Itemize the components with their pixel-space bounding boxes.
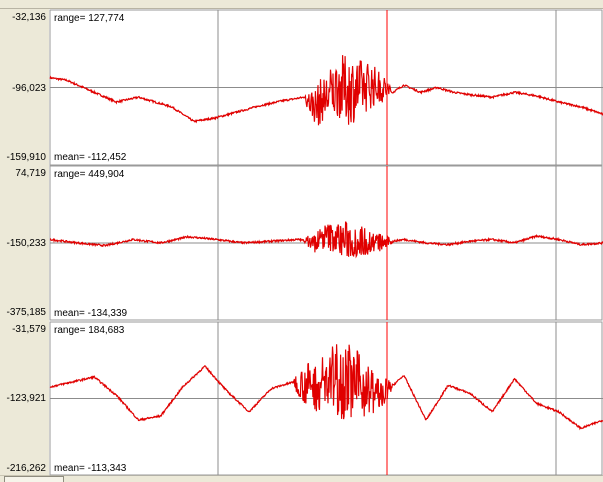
top-toolbar-edge: [0, 0, 603, 9]
panel-3-range-label: range= 184,683: [54, 325, 125, 336]
panel-2-y-tick-top: 74,719: [15, 168, 46, 179]
panel-2-range-label: range= 449,904: [54, 169, 125, 180]
panel-3-y-tick-mid: -123,921: [6, 393, 46, 404]
panel-1-y-tick-bottom: -159,910: [6, 152, 46, 163]
panel-3-y-tick-top: -31,579: [12, 324, 46, 335]
panel-2-trace-line: [49, 221, 603, 259]
panel-1-trace-line: [49, 55, 603, 126]
panel-1-y-tick-top: -32,136: [12, 12, 46, 23]
panel-1-mean-label: mean= -112,452: [54, 152, 127, 163]
panel-3-y-tick-bottom: -216,262: [6, 463, 46, 474]
panel-3-mean-label: mean= -113,343: [54, 463, 127, 474]
panel-1-y-tick-mid: -96,023: [12, 83, 46, 94]
panel-2-y-tick-mid: -150,233: [6, 238, 46, 249]
panel-2-mean-label: mean= -134,339: [54, 308, 128, 319]
panel-1-range-label: range= 127,774: [54, 13, 125, 24]
y-axis-column: [0, 9, 49, 475]
panel-3-trace-line: [49, 344, 603, 431]
panel-2-y-tick-bottom: -375,185: [6, 307, 46, 318]
bottom-tab[interactable]: [4, 476, 64, 482]
